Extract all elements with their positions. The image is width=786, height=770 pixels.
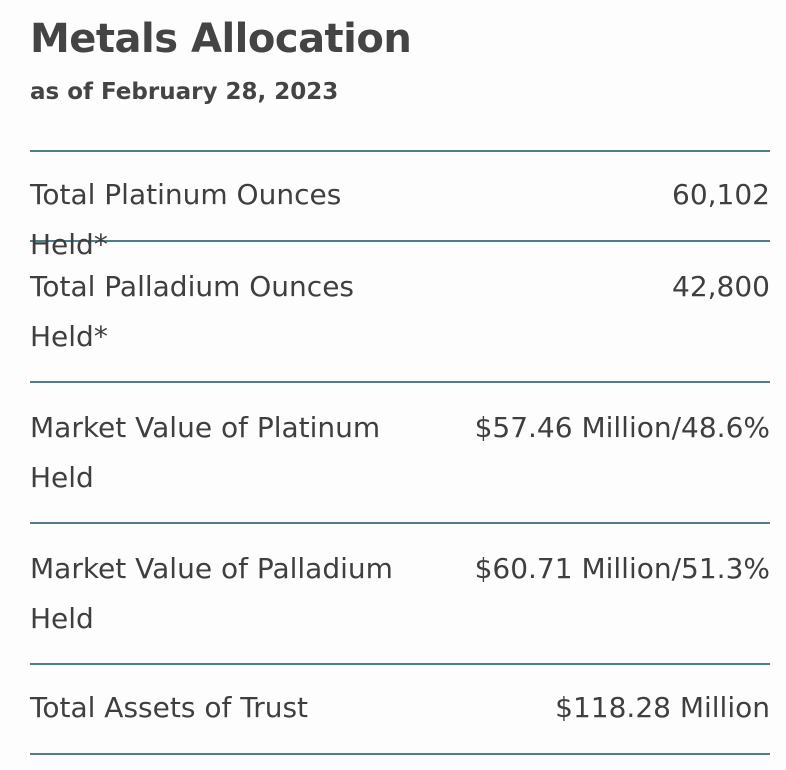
- as-of-date: as of February 28, 2023: [30, 79, 339, 105]
- row-label: Total Palladium Ounces Held*: [30, 270, 355, 353]
- allocation-table: Total Platinum Ounces Held* 60,102 Total…: [30, 150, 770, 755]
- row-value: $57.46 Million/48.6%: [474, 411, 770, 444]
- row-value: 60,102: [672, 178, 770, 211]
- table-row-platinum-ounces: Total Platinum Ounces Held* 60,102: [30, 152, 770, 261]
- table-row-palladium-market-value: Market Value of Palladium Held $60.71 Mi…: [30, 524, 770, 665]
- table-row-palladium-ounces: Total Palladium Ounces Held* 42,800: [30, 242, 770, 383]
- row-label: Market Value of Palladium Held: [30, 552, 393, 635]
- row-label: Total Assets of Trust: [30, 691, 309, 724]
- page-title: Metals Allocation: [30, 16, 412, 62]
- row-value: 42,800: [672, 270, 770, 303]
- table-row-total-assets: Total Assets of Trust $118.28 Million: [30, 665, 770, 755]
- row-label: Total Platinum Ounces Held*: [30, 178, 342, 261]
- metals-allocation-panel: Metals Allocation as of February 28, 202…: [30, 0, 770, 755]
- row-value: $118.28 Million: [555, 691, 770, 724]
- row-value: $60.71 Million/51.3%: [474, 552, 770, 585]
- row-label: Market Value of Platinum Held: [30, 411, 381, 494]
- table-row-platinum-market-value: Market Value of Platinum Held $57.46 Mil…: [30, 383, 770, 524]
